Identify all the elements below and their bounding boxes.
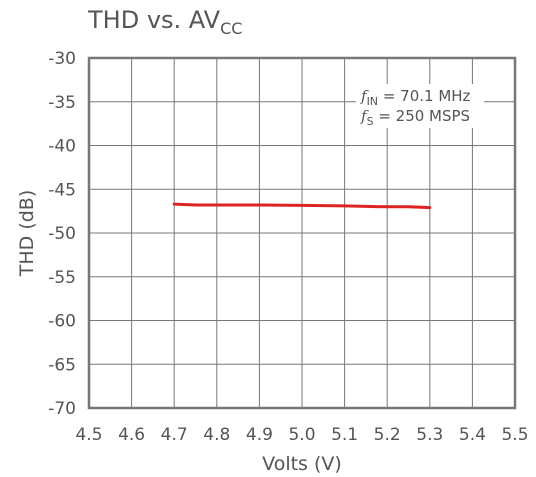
y-tick-label: -45 (48, 180, 76, 200)
annotation-background (356, 84, 484, 128)
series-line (172, 202, 432, 210)
annotation-line: fIN = 70.1 MHz (360, 87, 471, 108)
x-tick-label: 5.4 (459, 425, 486, 445)
annotation-text: = 70.1 MHz (378, 87, 470, 105)
annotation-line: fS = 250 MSPS (360, 107, 470, 128)
x-tick-label: 4.7 (161, 425, 188, 445)
y-tick-label: -70 (48, 399, 76, 419)
y-tick-label: -60 (48, 312, 76, 332)
x-tick-label: 5.5 (501, 425, 528, 445)
y-tick-label: -40 (48, 137, 76, 157)
x-tick-label: 4.5 (75, 425, 102, 445)
chart-title: THD vs. AVCC (88, 6, 242, 38)
x-tick-labels: 4.5 4.6 4.7 4.8 4.9 5.0 5.1 5.2 5.3 5.4 5.5 (75, 425, 528, 445)
annotation-symbol: f (360, 87, 369, 105)
annotation-subscript: IN (367, 95, 378, 108)
y-tick-label: -65 (48, 355, 76, 375)
annotation-text: = 250 MSPS (374, 107, 471, 125)
x-tick-label: 5.3 (416, 425, 443, 445)
chart-title-subscript: CC (220, 19, 243, 38)
y-axis-label: THD (dB) (16, 190, 38, 277)
annotation-symbol: f (360, 107, 369, 125)
x-tick-label: 4.8 (203, 425, 230, 445)
x-axis-label: Volts (V) (262, 453, 342, 475)
y-tick-label: -30 (48, 49, 76, 69)
series-group (172, 202, 432, 210)
annotation-subscript: S (367, 115, 374, 128)
chart-title-main: THD vs. AV (88, 6, 221, 34)
x-tick-label: 4.6 (118, 425, 145, 445)
x-tick-label: 5.0 (288, 425, 315, 445)
plot-frame (87, 56, 517, 410)
y-tick-label: -35 (48, 93, 76, 113)
x-tick-label: 5.2 (374, 425, 401, 445)
x-tick-label: 4.9 (246, 425, 273, 445)
x-tick-label: 5.1 (331, 425, 358, 445)
y-tick-label: -50 (48, 224, 76, 244)
y-tick-labels: -30 -35 -40 -45 -50 -55 -60 -65 -70 (48, 49, 76, 419)
y-tick-label: -55 (48, 268, 76, 288)
